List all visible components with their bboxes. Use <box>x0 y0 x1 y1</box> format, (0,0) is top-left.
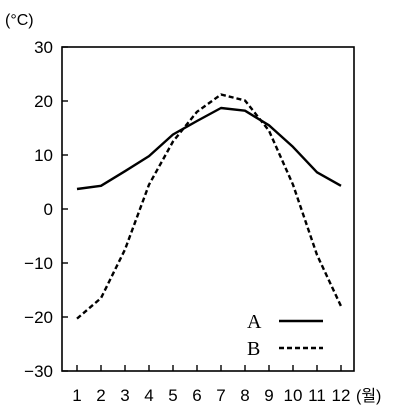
series-lines <box>76 93 343 320</box>
x-tick-label: 10 <box>284 386 303 405</box>
x-tick-label: 1 <box>72 386 81 405</box>
x-tick-label: 12 <box>332 386 351 405</box>
x-tick-label: 6 <box>192 386 201 405</box>
y-tick-label: 10 <box>34 146 53 165</box>
x-tick-label: 2 <box>96 386 105 405</box>
x-axis-ticks: 1 2 3 4 5 6 7 8 9 10 11 12 <box>72 365 350 405</box>
y-tick-label: 30 <box>34 38 53 57</box>
series-line-a <box>76 106 342 191</box>
legend-label-a: A <box>247 311 262 333</box>
legend: AB <box>247 311 323 360</box>
x-tick-label: 7 <box>216 386 225 405</box>
x-tick-label: 4 <box>144 386 153 405</box>
y-tick-label: −30 <box>24 362 53 381</box>
y-tick-label: −20 <box>24 308 53 327</box>
plot-frame <box>61 46 355 372</box>
x-tick-label: 9 <box>264 386 273 405</box>
y-tick-label: 0 <box>44 200 53 219</box>
y-axis-ticks: 30 20 10 0 −10 −20 −30 <box>24 38 68 381</box>
y-tick-label: 20 <box>34 92 53 111</box>
x-tick-label: 3 <box>120 386 129 405</box>
legend-label-b: B <box>247 338 260 360</box>
x-tick-label: 11 <box>308 386 326 405</box>
series-line-b <box>76 93 343 320</box>
x-axis-unit-label: (월) <box>356 387 381 405</box>
x-tick-label: 5 <box>168 386 177 405</box>
y-tick-label: −10 <box>24 254 53 273</box>
y-axis-unit-label: (°C) <box>5 12 34 29</box>
x-tick-label: 8 <box>240 386 249 405</box>
